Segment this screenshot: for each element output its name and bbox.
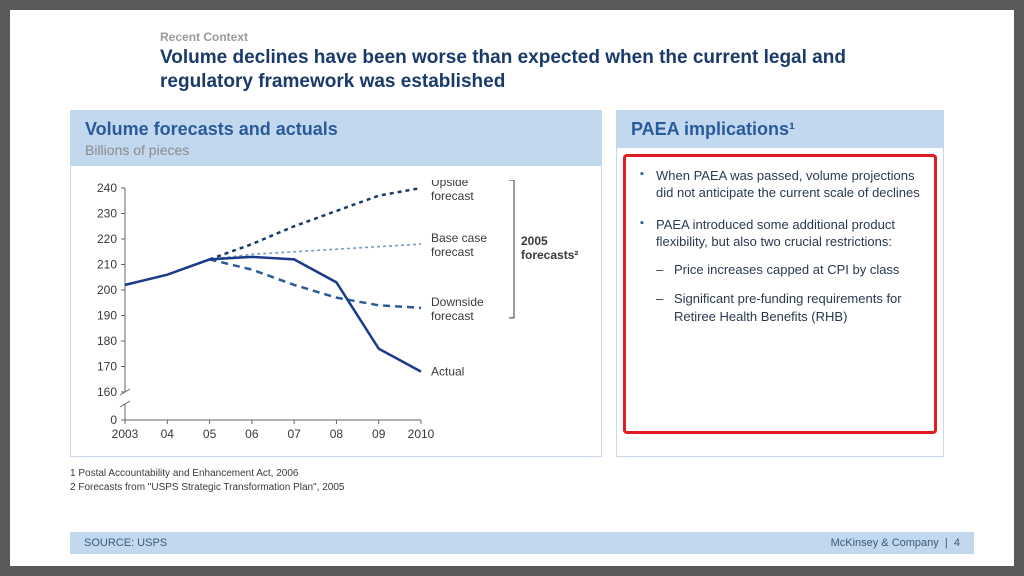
chart-panel-header: Volume forecasts and actuals Billions of… [71,111,601,166]
sub-bullet-item: Significant pre-funding requirements for… [656,290,920,325]
bullet-text: PAEA introduced some additional product … [656,217,895,250]
implications-title: PAEA implications¹ [631,119,929,140]
svg-text:06: 06 [245,427,259,441]
bullet-list: When PAEA was passed, volume projections… [640,167,920,326]
svg-text:240: 240 [97,181,117,195]
sub-bullet-list: Price increases capped at CPI by class S… [656,261,920,326]
slide: Recent Context Volume declines have been… [10,10,1014,566]
slide-title: Volume declines have been worse than exp… [160,46,900,94]
svg-text:Upside: Upside [431,180,469,189]
svg-text:forecast: forecast [431,245,474,259]
svg-text:04: 04 [161,427,175,441]
chart-panel: Volume forecasts and actuals Billions of… [70,110,602,457]
footnote: 2 Forecasts from "USPS Strategic Transfo… [70,481,974,495]
svg-text:190: 190 [97,308,117,322]
company-name: McKinsey & Company [831,537,939,549]
svg-text:210: 210 [97,257,117,271]
svg-text:Base case: Base case [431,231,487,245]
svg-text:05: 05 [203,427,217,441]
svg-text:160: 160 [97,385,117,399]
svg-text:220: 220 [97,232,117,246]
svg-text:forecast: forecast [431,308,474,322]
bullet-item: PAEA introduced some additional product … [640,216,920,326]
footnotes: 1 Postal Accountability and Enhancement … [70,467,974,495]
footnote: 1 Postal Accountability and Enhancement … [70,467,974,481]
chart-title: Volume forecasts and actuals [85,119,587,140]
svg-text:230: 230 [97,206,117,220]
content-row: Volume forecasts and actuals Billions of… [70,110,944,457]
source-bar: SOURCE: USPS McKinsey & Company | 4 [70,532,974,554]
line-chart: 0 160 170 180 190 200 210 220 230 240 2003 04 05 06 07… [81,180,591,450]
pretitle: Recent Context [160,30,974,44]
svg-text:Downside: Downside [431,294,484,308]
chart-subtitle: Billions of pieces [85,142,587,158]
implications-header: PAEA implications¹ [617,111,943,148]
company-page: McKinsey & Company | 4 [831,537,960,549]
svg-text:07: 07 [287,427,301,441]
implications-panel: PAEA implications¹ When PAEA was passed,… [616,110,944,457]
sub-bullet-item: Price increases capped at CPI by class [656,261,920,279]
chart-area: 0 160 170 180 190 200 210 220 230 240 2003 04 05 06 07… [71,166,601,456]
svg-text:180: 180 [97,334,117,348]
implications-body: When PAEA was passed, volume projections… [623,154,937,434]
page-number: 4 [954,537,960,549]
svg-text:09: 09 [372,427,386,441]
svg-text:Actual: Actual [431,364,464,378]
svg-text:2005: 2005 [521,233,548,247]
svg-text:08: 08 [330,427,344,441]
svg-text:forecast: forecast [431,189,474,203]
svg-text:2003: 2003 [112,427,139,441]
svg-text:forecasts²: forecasts² [521,247,578,261]
svg-text:0: 0 [110,413,117,427]
svg-text:200: 200 [97,283,117,297]
svg-text:170: 170 [97,359,117,373]
svg-text:2010: 2010 [408,427,435,441]
bullet-item: When PAEA was passed, volume projections… [640,167,920,202]
source-text: SOURCE: USPS [84,537,167,549]
